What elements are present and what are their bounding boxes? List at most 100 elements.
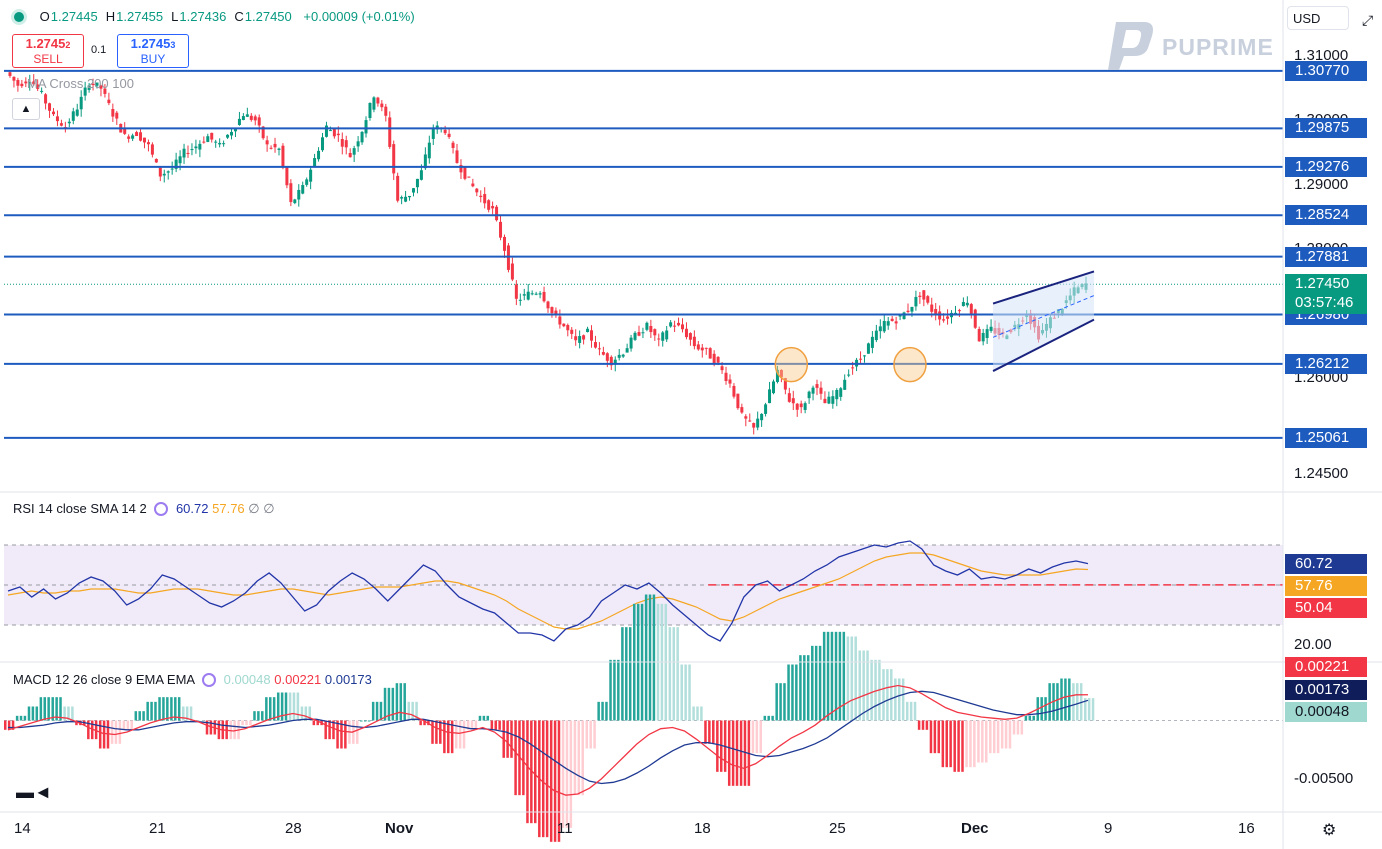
candle-body [926, 296, 930, 303]
macd-hist-bar [866, 650, 869, 721]
candle-body [965, 302, 969, 306]
macd-hist-bar [387, 687, 391, 721]
candle-body [443, 129, 447, 134]
candle-body [71, 111, 75, 121]
candle-body [67, 121, 71, 124]
tradingview-logo-icon[interactable]: ▬◄ [16, 782, 52, 802]
candle-body [127, 136, 131, 139]
candle-body [700, 347, 704, 351]
candle-body [910, 306, 914, 312]
macd-hist-bar [561, 720, 565, 828]
candle-body [578, 336, 582, 343]
candle-body [376, 97, 380, 104]
candle-body [305, 179, 309, 185]
macd-hist-bar [87, 720, 90, 740]
candle-body [601, 352, 605, 355]
candle-body [317, 150, 321, 160]
currency-selector[interactable]: USD [1287, 6, 1349, 30]
macd-hist-bar [1076, 683, 1079, 721]
candle-body [202, 141, 206, 143]
macd-hist-bar [399, 683, 403, 721]
candle-body [554, 310, 558, 314]
macd-hist-bar [419, 720, 422, 726]
macd-hist-bar [811, 645, 814, 721]
macd-params: 12 26 close 9 EMA EMA [54, 672, 195, 687]
macd-hist-bar [735, 720, 739, 786]
macd-hist-bar [605, 701, 608, 721]
macd-hist-bar [577, 720, 581, 796]
ohlc-key: H [105, 9, 116, 24]
macd-hist-bar [106, 720, 110, 749]
macd-hist-bar [992, 720, 996, 754]
candle-body [566, 325, 570, 331]
candle-body [613, 359, 617, 365]
macd-hist-bar [482, 715, 486, 721]
rsi-extra: ∅ ∅ [248, 501, 275, 516]
macd-hist-bar [90, 720, 94, 740]
macd-hist-bar [98, 720, 102, 749]
settings-gear-icon[interactable]: ⚙ [1322, 822, 1337, 839]
macd-hist-bar [613, 659, 616, 721]
candle-body [431, 127, 435, 139]
candle-body [463, 167, 467, 179]
fullscreen-icon[interactable]: ⤢ [1362, 12, 1374, 28]
macd-hist-bar [423, 720, 426, 726]
channel-layer [774, 270, 1095, 383]
macd-hist-bar [842, 631, 846, 721]
buy-button[interactable]: 1.27453 BUY [117, 34, 189, 68]
sell-price-small: 2 [65, 40, 71, 50]
level-price-tag: 1.30770 [1285, 60, 1367, 81]
macd-hist-bar [526, 720, 529, 824]
rsi-tick-label: 20.00 [1294, 636, 1332, 653]
candle-body [760, 413, 764, 421]
macd-hist-bar [316, 720, 319, 726]
macd-hist-bar [803, 655, 806, 721]
candle-body [866, 343, 870, 354]
macd-hist-bar [1032, 715, 1035, 721]
time-tick-label: 11 [557, 820, 573, 837]
macd-hist-bar [272, 697, 276, 721]
candle-body [886, 321, 890, 326]
candle-body [332, 129, 336, 137]
macd-hist-bar [672, 627, 676, 721]
current-price-tag: 1.27450 03:57:46 [1285, 274, 1367, 315]
candle-body [451, 142, 455, 148]
macd-legend[interactable]: MACD 12 26 close 9 EMA EMA 0.00048 0.002… [13, 672, 372, 687]
macd-hist-bar [245, 720, 248, 726]
macd-hist-bar [814, 645, 818, 721]
candle-body [641, 332, 645, 334]
macd-hist-bar [1048, 683, 1051, 721]
candle-body [775, 369, 779, 382]
macd-hist-bar [122, 720, 126, 730]
macd-hist-bar [15, 715, 19, 721]
rsi-legend[interactable]: RSI 14 close SMA 14 2 60.72 57.76 ∅ ∅ [13, 501, 275, 517]
candle-body [158, 167, 162, 177]
ma-cross-label[interactable]: MA Cross 200 100 [27, 76, 134, 91]
macd-value: 0.00221 [274, 672, 322, 687]
macd-hist-bar [431, 720, 434, 744]
macd-hist-tag: 0.00048 [1285, 702, 1367, 722]
candle-body [847, 374, 851, 376]
settings-refresh-icon[interactable] [202, 673, 216, 687]
candle-body [526, 291, 530, 300]
candle-body [301, 185, 305, 194]
settings-refresh-icon[interactable] [154, 502, 169, 516]
candle-body [249, 115, 253, 120]
candle-body [142, 137, 146, 143]
sell-button[interactable]: 1.27452 SELL [12, 34, 84, 68]
collapse-legend-button[interactable]: ▲ [12, 98, 40, 120]
candle-body [59, 123, 63, 126]
macd-hist-bar [292, 692, 296, 721]
candle-body [198, 143, 202, 150]
macd-hist-bar [573, 720, 577, 796]
macd-hist-bar [1064, 678, 1067, 721]
candle-body [479, 195, 483, 198]
time-tick-label: Dec [961, 820, 989, 837]
macd-hist-bar [158, 697, 161, 721]
macd-hist-bar [261, 711, 264, 721]
macd-hist-bar [909, 701, 913, 721]
candle-body [233, 128, 237, 132]
macd-hist-bar [541, 720, 545, 838]
candle-body [321, 137, 325, 151]
